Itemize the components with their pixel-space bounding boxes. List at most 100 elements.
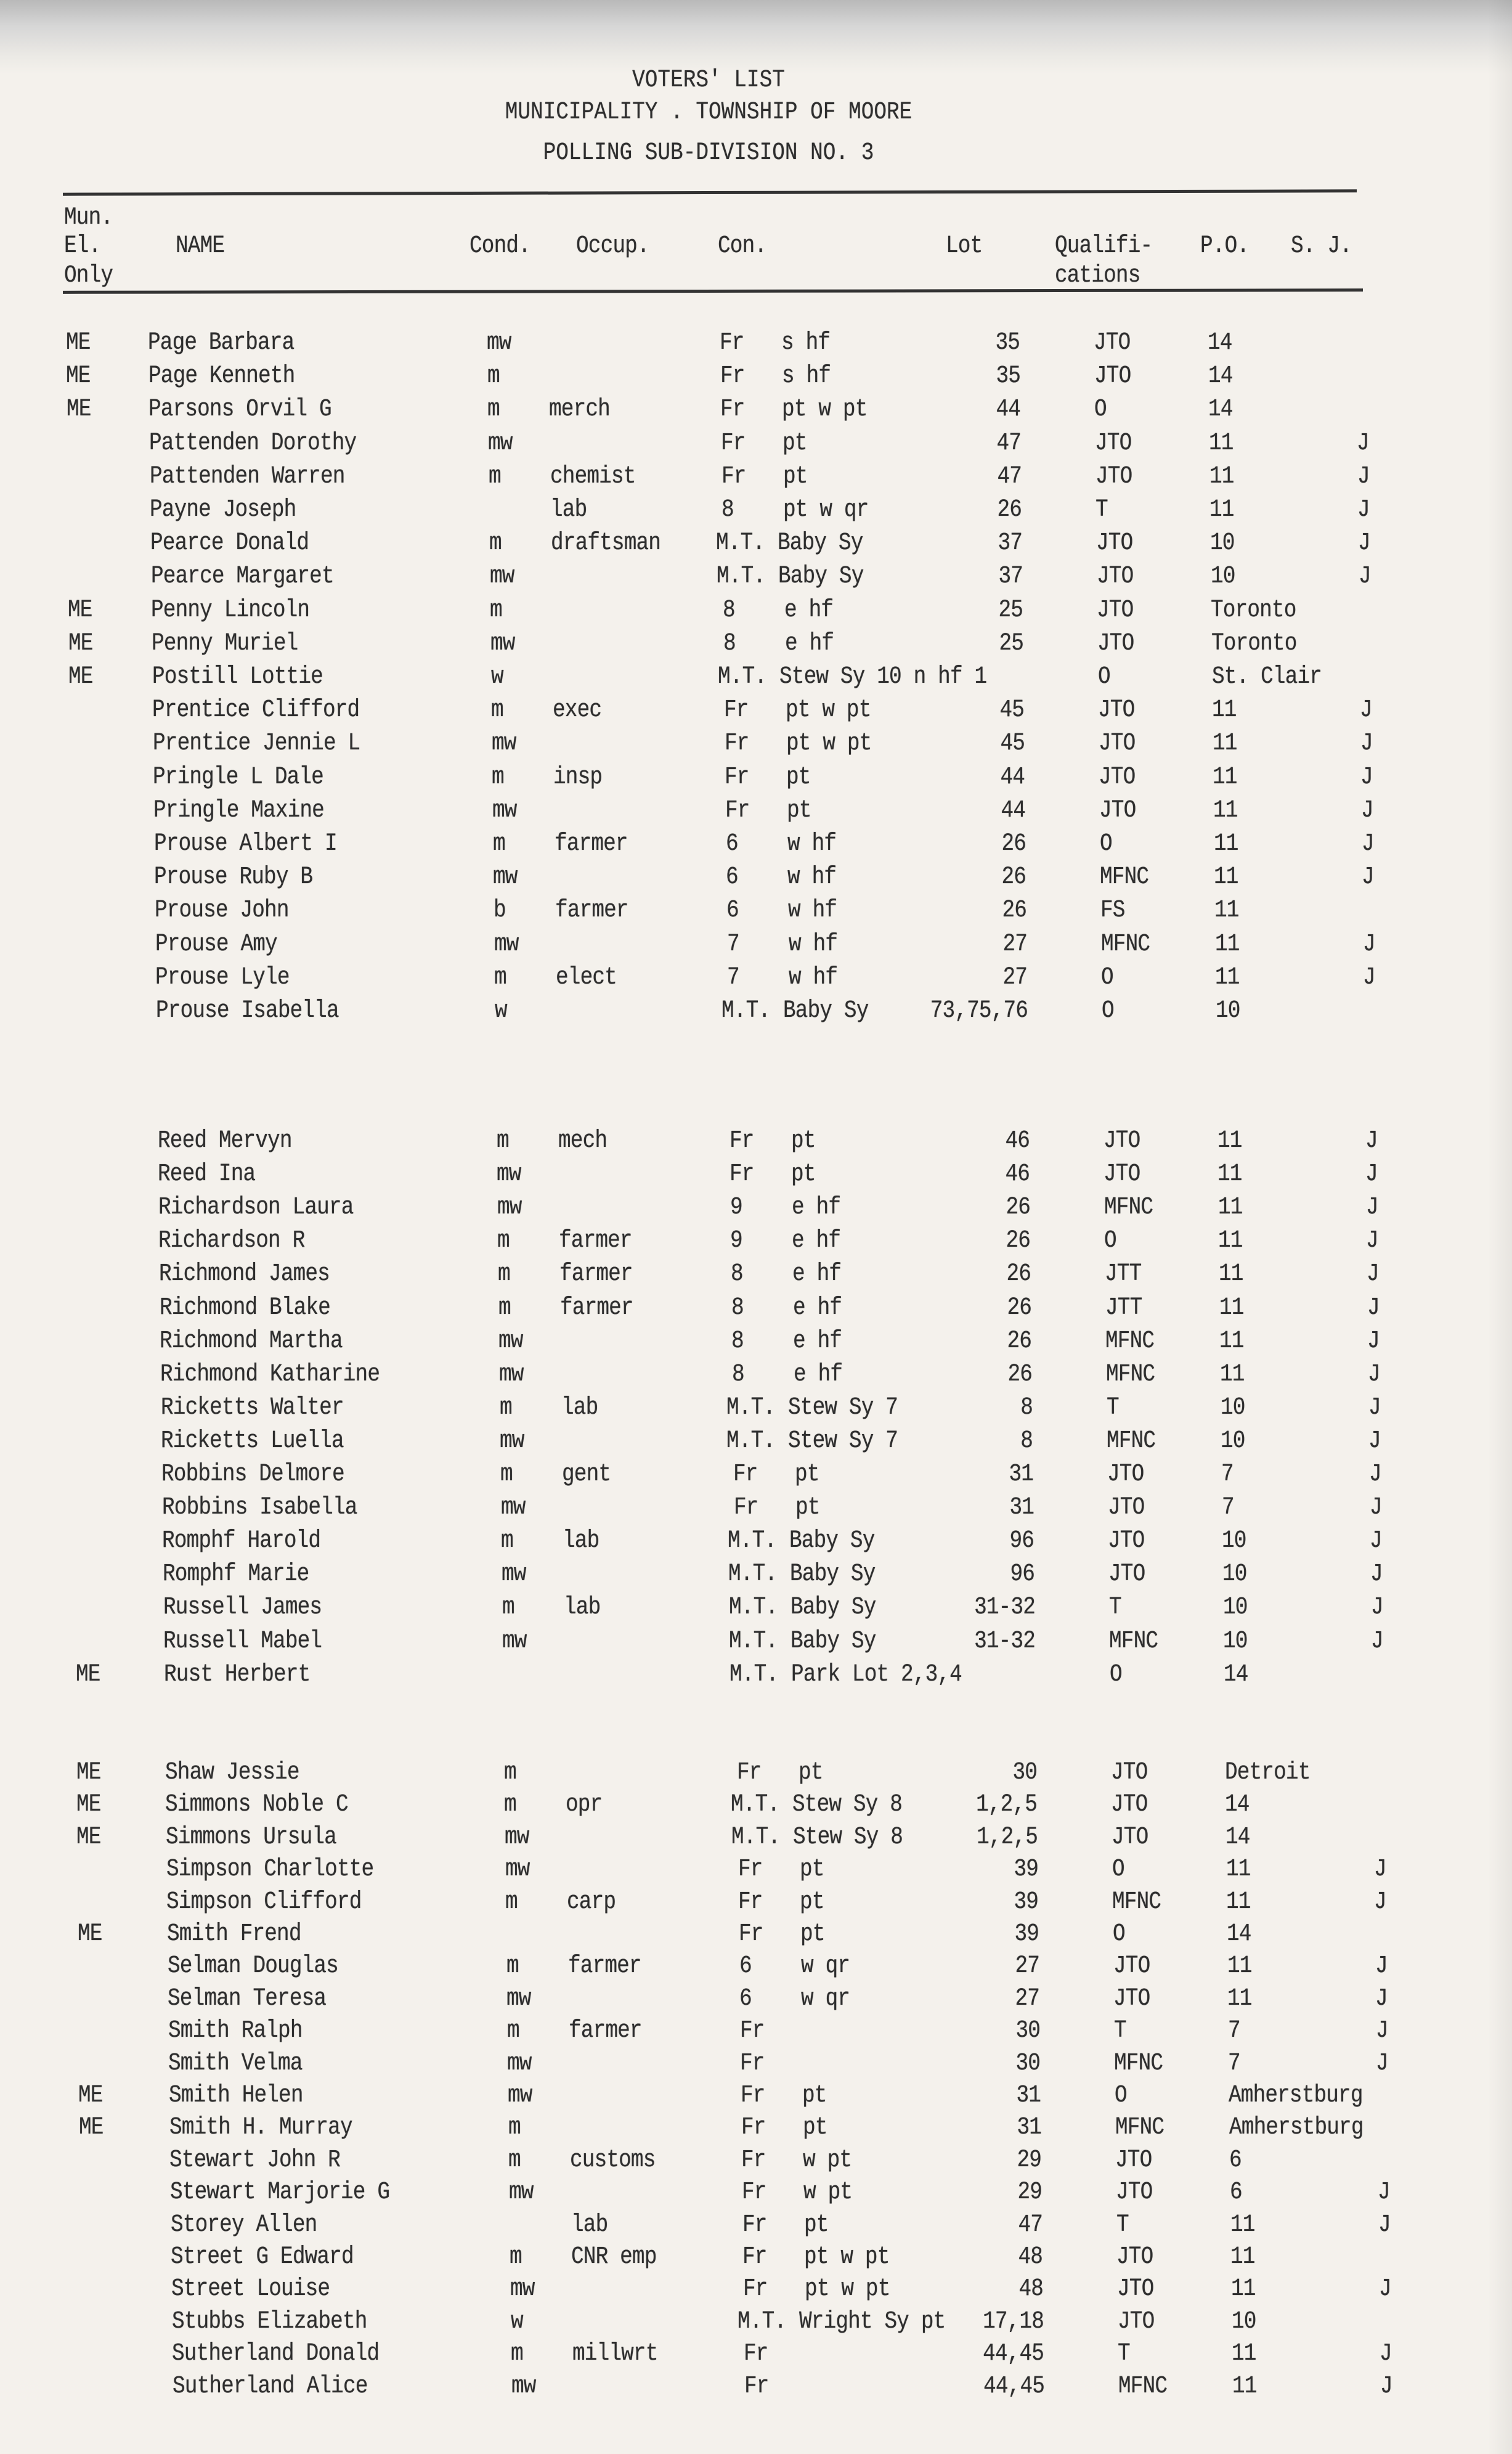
voter-qual: JTO (1098, 696, 1135, 725)
voter-qual: O (1102, 997, 1115, 1025)
voter-name: Prouse John (155, 897, 289, 925)
voter-po: 11 (1215, 963, 1240, 992)
voter-name: Pattenden Dorothy (148, 429, 357, 457)
voter-name: Parsons Orvil G (148, 396, 332, 424)
voter-con: M.T. (731, 1791, 780, 1819)
col-occup: Occup. (576, 232, 650, 260)
voter-qual: JTO (1113, 1984, 1150, 2013)
voter-cond: m (510, 2243, 522, 2271)
voter-sj: J (1361, 796, 1374, 825)
voter-cond: m (491, 696, 504, 725)
voter-cond: mw (490, 629, 515, 658)
voter-name: Selman Douglas (167, 1952, 339, 1981)
voter-cond: mw (497, 1160, 521, 1189)
voter-desc: pt (791, 1160, 816, 1189)
voter-lot: 35 (995, 329, 1020, 357)
voter-sj: J (1357, 529, 1371, 558)
voter-qual: MFNC (1109, 1627, 1158, 1655)
voter-cond: b (494, 897, 506, 925)
voter-cond: mw (505, 1823, 529, 1851)
voter-sj: J (1375, 2017, 1389, 2045)
voter-con: 8 (723, 629, 736, 658)
voter-desc: pt (800, 1920, 825, 1948)
voter-lot: 45 (1000, 730, 1025, 758)
voter-desc: e hf (792, 1260, 842, 1289)
voter-sj: J (1370, 1594, 1384, 1622)
voter-con: Fr (720, 362, 745, 391)
voter-name: Richmond James (159, 1260, 330, 1289)
voter-desc: Stew Sy 7 (787, 1393, 898, 1422)
voter-desc: s hf (781, 329, 831, 357)
voter-qual: MFNC (1105, 1327, 1155, 1355)
voter-qual: JTO (1112, 1823, 1148, 1851)
voter-name: Smith Helen (169, 2082, 303, 2110)
voter-con: 8 (731, 1260, 744, 1289)
voter-occup: draftsman (550, 529, 661, 558)
voter-occup: merch (549, 396, 611, 424)
voter-lot: 27 (1002, 963, 1028, 992)
voter-con: Fr (720, 396, 745, 424)
voter-con: Fr (733, 1494, 758, 1522)
document-title: VOTERS' LIST (632, 67, 785, 94)
voter-lot: 47 (997, 462, 1022, 491)
voter-sj: J (1380, 2372, 1393, 2400)
voter-con: 7 (727, 963, 740, 992)
voter-desc: w hf (787, 863, 837, 892)
voter-con: Fr (741, 2082, 765, 2110)
voter-lot: 96 (1009, 1527, 1034, 1555)
voter-occup: farmer (567, 1952, 642, 1981)
voter-name: Romphf Harold (162, 1527, 321, 1555)
voter-lot: 1,2,5 (977, 1823, 1038, 1851)
voter-con: M.T. (728, 1527, 777, 1555)
voter-me: ME (68, 596, 92, 624)
voter-con: 6 (739, 1952, 752, 1981)
voter-desc: e hf (792, 1227, 841, 1255)
voter-name: Smith Velma (168, 2049, 303, 2077)
voter-qual: JTO (1108, 1560, 1145, 1589)
voter-po: Amherstburg (1229, 2114, 1364, 2142)
voter-con: Fr (721, 462, 746, 491)
voter-qual: JTO (1098, 730, 1136, 758)
voter-cond: mw (505, 1856, 530, 1884)
voter-desc: w pt (803, 2146, 852, 2174)
voter-desc: pt w qr (783, 496, 869, 524)
voter-name: Robbins Delmore (161, 1461, 345, 1488)
voter-lot: 96 (1010, 1560, 1034, 1589)
voter-lot: 44 (996, 396, 1021, 424)
voter-name: Richardson Laura (158, 1194, 354, 1222)
voter-con: Fr (739, 2017, 765, 2045)
voter-con: 6 (726, 863, 739, 892)
voter-sj: J (1370, 1560, 1383, 1589)
voter-con: Fr (730, 1160, 754, 1189)
voter-lot: 39 (1014, 1888, 1039, 1916)
voter-qual: MFNC (1100, 863, 1149, 892)
voter-po: 11 (1213, 830, 1238, 858)
voter-po: 11 (1212, 730, 1237, 758)
voter-con: 9 (730, 1194, 743, 1222)
subdivision-heading: POLLING SUB-DIVISION NO. 3 (543, 139, 874, 167)
voter-po: 6 (1230, 2179, 1243, 2207)
voter-lot: 26 (1001, 863, 1026, 892)
voter-desc: pt (802, 2114, 827, 2142)
voter-con: Fr (742, 2275, 768, 2304)
voter-lot: 37 (998, 563, 1023, 591)
voter-desc: Baby Sy (783, 997, 869, 1025)
voter-po: 11 (1214, 897, 1239, 925)
voter-me: ME (77, 1920, 102, 1948)
voter-occup: lab (561, 1393, 598, 1422)
voter-po: 10 (1223, 1627, 1248, 1655)
voter-occup: CNR emp (571, 2243, 657, 2271)
voter-name: Prentice Jennie L (152, 730, 360, 758)
voter-lot: 35 (996, 362, 1020, 391)
voter-po: Toronto (1211, 629, 1297, 658)
voter-qual: JTO (1095, 529, 1133, 558)
voter-cond: mw (493, 863, 518, 892)
voter-cond: m (511, 2340, 524, 2368)
voter-occup: millwrt (572, 2340, 658, 2368)
voter-name: Sutherland Donald (172, 2340, 380, 2368)
voter-cond: m (504, 1791, 517, 1819)
voter-desc: w hf (788, 930, 838, 958)
voter-lot: 26 (1007, 1360, 1033, 1388)
voter-lot: 39 (1014, 1856, 1038, 1884)
voter-lot: 46 (1004, 1127, 1030, 1155)
